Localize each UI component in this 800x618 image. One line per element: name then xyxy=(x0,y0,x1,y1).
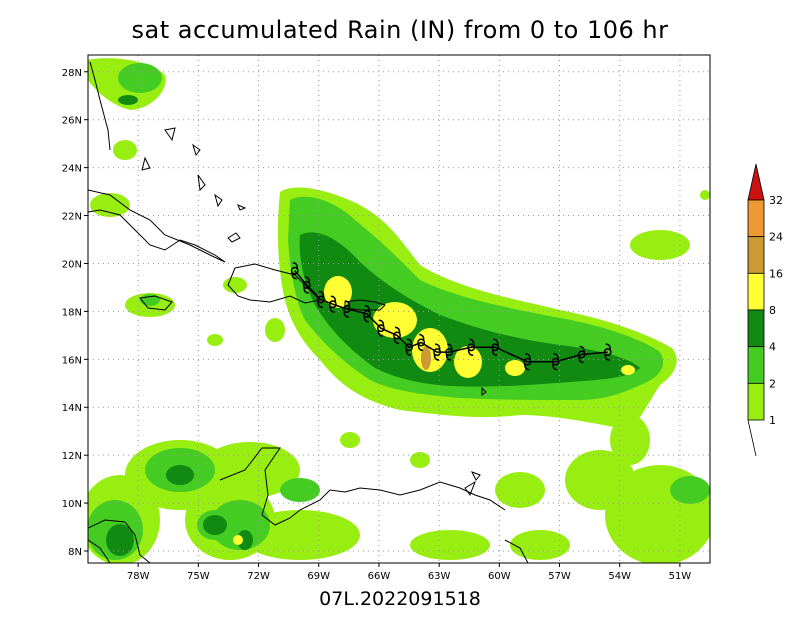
tropical-storm-icon xyxy=(445,343,454,361)
lat-tick-label: 26N xyxy=(62,116,82,127)
lon-tick-label: 78W xyxy=(127,571,150,582)
tropical-storm-icon xyxy=(393,326,401,345)
legend-level-label: 16 xyxy=(769,267,783,280)
tropical-storm-icon xyxy=(342,300,351,318)
lat-tick-label: 22N xyxy=(62,212,82,223)
legend-swatch xyxy=(747,236,765,274)
tropical-storm-icon xyxy=(433,343,442,361)
coastlines xyxy=(88,61,529,563)
legend-level-label: 24 xyxy=(769,231,783,244)
lat-tick-label: 28N xyxy=(62,68,82,79)
lat-tick-label: 8N xyxy=(68,547,82,558)
lat-tick-label: 14N xyxy=(62,403,82,414)
rain-16in-field xyxy=(421,346,431,370)
tropical-storm-icon xyxy=(302,276,311,294)
map-frame xyxy=(87,54,711,564)
legend-swatch xyxy=(747,199,765,238)
latitude-tick-labels: 8N 10N 12N 14N 16N 18N 20N 22N 24N 26N 28N xyxy=(62,68,88,558)
lat-tick-label: 10N xyxy=(62,499,82,510)
legend-swatch xyxy=(747,346,765,384)
legend-swatch xyxy=(747,309,765,348)
legend-level-label: 32 xyxy=(769,194,783,207)
tropical-storm-icon xyxy=(523,352,532,371)
lon-tick-label: 63W xyxy=(428,571,451,582)
storm-track-line xyxy=(294,270,608,363)
tropical-storm-icon xyxy=(467,338,476,357)
tropical-storm-icon xyxy=(376,319,385,337)
lon-tick-label: 54W xyxy=(608,571,631,582)
legend-level-label: 8 xyxy=(769,304,776,317)
legend-level-label: 4 xyxy=(769,341,776,354)
tropical-storm-icon xyxy=(417,333,426,352)
tropical-storm-icon xyxy=(362,305,371,323)
lat-tick-label: 20N xyxy=(62,259,82,270)
lon-tick-label: 57W xyxy=(548,571,571,582)
tropical-storm-icon xyxy=(290,261,299,280)
lon-tick-label: 72W xyxy=(247,571,270,582)
legend-level-label: 2 xyxy=(769,377,776,390)
tropical-storm-icon xyxy=(316,290,325,309)
lat-tick-label: 12N xyxy=(62,451,82,462)
tropical-storm-icon xyxy=(551,352,560,371)
legend-level-label: 1 xyxy=(769,414,776,427)
tropical-storm-icon xyxy=(405,338,413,357)
longitude-tick-labels: 78W 75W 72W 69W 66W 63W 60W 57W 54W 51W xyxy=(127,563,691,582)
tropical-storm-icon xyxy=(603,343,612,361)
lat-tick-label: 24N xyxy=(62,164,82,175)
storm-track-symbols xyxy=(290,261,612,371)
lon-tick-label: 51W xyxy=(669,571,692,582)
rain-4in-field xyxy=(106,95,640,556)
tropical-storm-icon xyxy=(491,338,500,357)
lon-tick-label: 60W xyxy=(488,571,511,582)
legend-arrow-bottom xyxy=(747,419,757,457)
legend-arrow-top xyxy=(747,163,765,201)
legend-swatch xyxy=(747,272,765,311)
lat-tick-label: 16N xyxy=(62,355,82,366)
lat-tick-label: 18N xyxy=(62,307,82,318)
storm-id-label: 07L.2022091518 xyxy=(319,588,481,610)
lon-tick-label: 66W xyxy=(368,571,391,582)
tropical-storm-icon xyxy=(328,295,337,313)
lon-tick-label: 75W xyxy=(187,571,210,582)
lon-tick-label: 69W xyxy=(307,571,330,582)
map-grid xyxy=(88,55,710,563)
legend-swatch xyxy=(747,382,765,421)
tropical-storm-icon xyxy=(577,345,586,364)
map-title: sat accumulated Rain (IN) from 0 to 106 … xyxy=(131,16,669,44)
